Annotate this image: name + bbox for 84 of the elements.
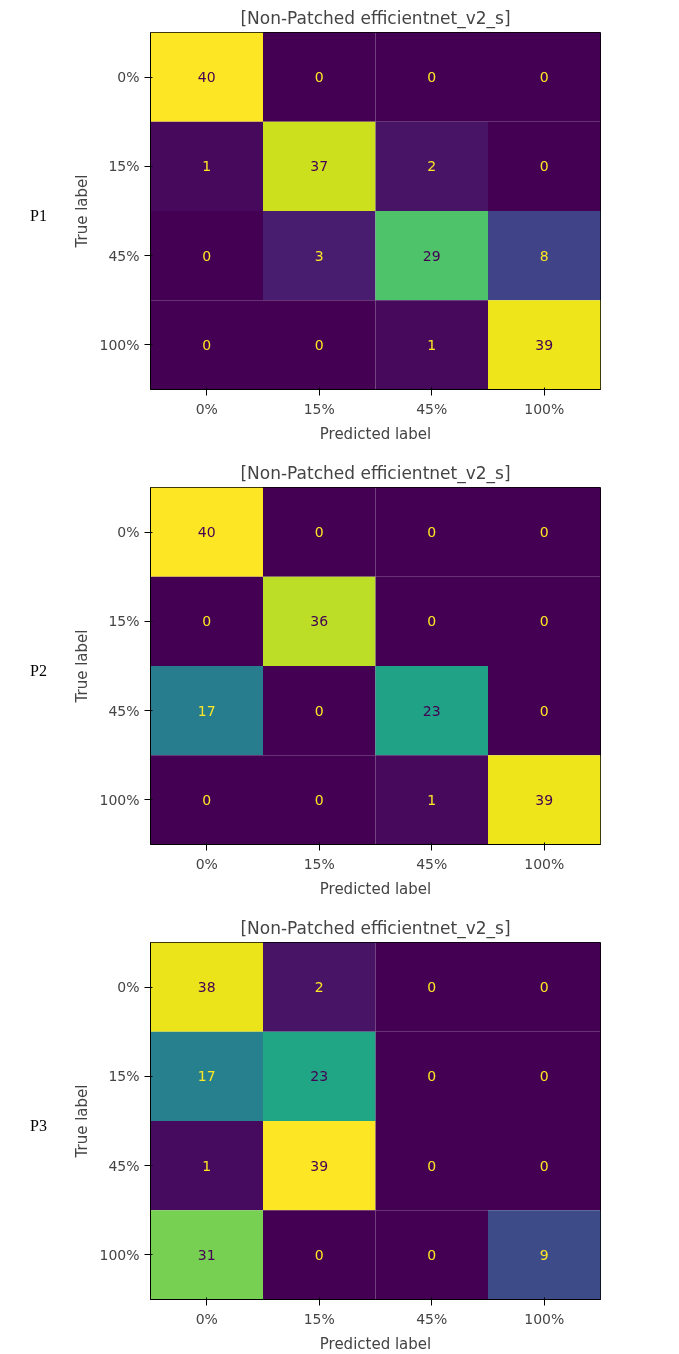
data-label: 3 <box>314 247 324 264</box>
data-label: 37 <box>310 158 329 175</box>
chart-title: [Non-Patched efficientnet_v2_s] <box>240 462 511 484</box>
data-label: 40 <box>197 524 216 541</box>
x-axis-title: Predicted label <box>319 879 432 898</box>
data-label: 31 <box>197 1246 216 1263</box>
x-tick-label: 0% <box>195 855 218 872</box>
data-label: 23 <box>310 1068 329 1085</box>
data-label: 0 <box>314 702 324 719</box>
data-label: 0 <box>314 1246 324 1263</box>
text: P3 <box>30 1116 47 1136</box>
data-label: 1 <box>427 336 437 353</box>
y-axis-title: True label <box>73 629 92 704</box>
data-label: 23 <box>422 702 441 719</box>
x-tick-label: 15% <box>303 1310 335 1327</box>
data-label: 0 <box>202 336 212 353</box>
data-label: 0 <box>539 69 549 86</box>
data-label: 40 <box>197 69 216 86</box>
data-label: 0 <box>427 69 437 86</box>
data-label: 0 <box>539 1068 549 1085</box>
y-tick-label: 45% <box>108 1157 140 1174</box>
data-label: 39 <box>310 1157 329 1174</box>
x-axis-title: Predicted label <box>319 1334 432 1353</box>
data-label: 1 <box>202 1157 212 1174</box>
y-tick-label: 100% <box>99 336 140 353</box>
data-label: 0 <box>202 613 212 630</box>
y-tick-label: 45% <box>108 247 140 264</box>
y-tick-label: 0% <box>117 979 140 996</box>
x-tick-label: 45% <box>416 400 448 417</box>
data-label: 36 <box>310 613 329 630</box>
data-label: 0 <box>314 524 324 541</box>
data-label: 29 <box>422 247 441 264</box>
data-label: 1 <box>427 791 437 808</box>
data-label: 9 <box>539 1246 549 1263</box>
x-tick-label: 0% <box>195 400 218 417</box>
data-label: 0 <box>539 613 549 630</box>
data-label: 0 <box>427 1068 437 1085</box>
data-label: 0 <box>202 247 212 264</box>
y-tick-label: 45% <box>108 702 140 719</box>
data-label: 8 <box>539 247 549 264</box>
y-tick-label: 100% <box>99 791 140 808</box>
y-axis-title: True label <box>73 1084 92 1159</box>
data-label: 38 <box>197 979 216 996</box>
data-label: 0 <box>539 979 549 996</box>
y-tick-label: 15% <box>108 613 140 630</box>
data-label: 2 <box>427 158 437 175</box>
y-tick-label: 0% <box>117 69 140 86</box>
x-tick-label: 100% <box>524 855 565 872</box>
data-label: 0 <box>539 1157 549 1174</box>
y-tick-label: 100% <box>99 1246 140 1263</box>
x-tick-label: 100% <box>524 1310 565 1327</box>
x-tick-label: 45% <box>416 1310 448 1327</box>
data-label: 0 <box>427 1246 437 1263</box>
y-axis-title: True label <box>73 174 92 249</box>
chart-title: [Non-Patched efficientnet_v2_s] <box>240 7 511 29</box>
text: P1 <box>30 206 47 226</box>
data-label: 0 <box>539 158 549 175</box>
text: P2 <box>30 661 47 681</box>
data-label: 0 <box>539 524 549 541</box>
x-axis-title: Predicted label <box>319 424 432 443</box>
data-label: 17 <box>197 1068 216 1085</box>
data-label: 0 <box>539 702 549 719</box>
data-label: 0 <box>314 336 324 353</box>
data-label: 0 <box>202 791 212 808</box>
y-tick-label: 0% <box>117 524 140 541</box>
data-label: 0 <box>427 1157 437 1174</box>
y-tick-label: 15% <box>108 158 140 175</box>
data-label: 2 <box>314 979 324 996</box>
x-tick-label: 45% <box>416 855 448 872</box>
x-tick-label: 15% <box>303 400 335 417</box>
x-tick-label: 15% <box>303 855 335 872</box>
data-label: 39 <box>535 336 554 353</box>
data-label: 0 <box>427 613 437 630</box>
data-label: 0 <box>314 69 324 86</box>
data-label: 1 <box>202 158 212 175</box>
chart-title: [Non-Patched efficientnet_v2_s] <box>240 917 511 939</box>
data-label: 0 <box>427 524 437 541</box>
data-label: 17 <box>197 702 216 719</box>
data-label: 0 <box>427 979 437 996</box>
x-tick-label: 100% <box>524 400 565 417</box>
y-tick-label: 15% <box>108 1068 140 1085</box>
x-tick-label: 0% <box>195 1310 218 1327</box>
data-label: 0 <box>314 791 324 808</box>
data-label: 39 <box>535 791 554 808</box>
